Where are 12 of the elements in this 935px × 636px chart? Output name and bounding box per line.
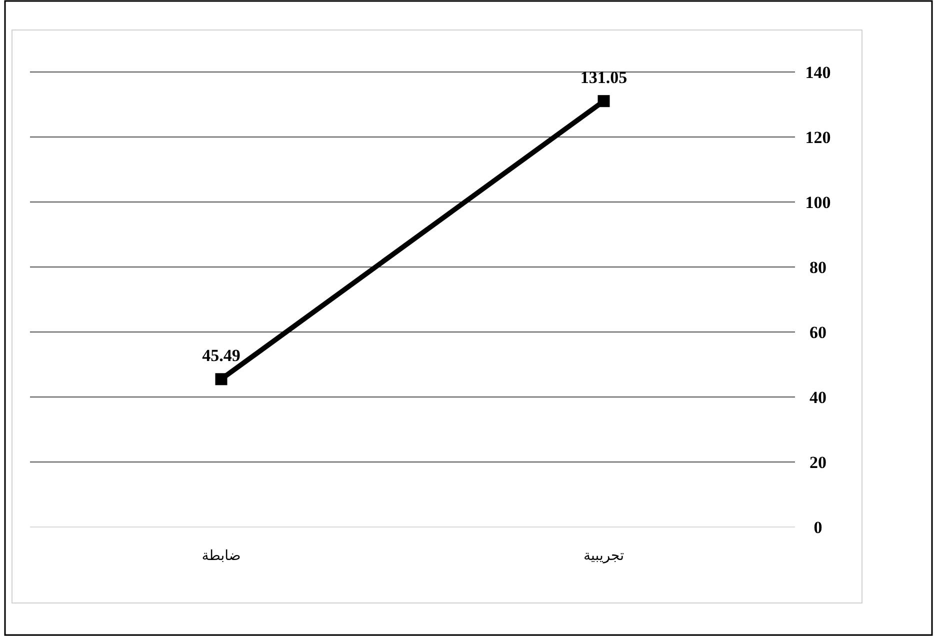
y-tick-label: 120 (805, 128, 831, 147)
y-tick-label: 40 (810, 388, 826, 407)
data-label: 45.49 (202, 346, 240, 366)
y-tick-label: 0 (814, 518, 822, 537)
y-tick-label: 20 (810, 453, 826, 472)
x-tick-label: ضابطة (202, 548, 241, 564)
y-tick-label: 100 (805, 193, 831, 212)
x-tick-label: تجريبية (583, 548, 624, 564)
y-tick-label: 140 (805, 63, 831, 82)
data-label: 131.05 (580, 68, 628, 88)
y-tick-label: 80 (810, 258, 826, 277)
y-tick-label: 60 (810, 323, 826, 342)
